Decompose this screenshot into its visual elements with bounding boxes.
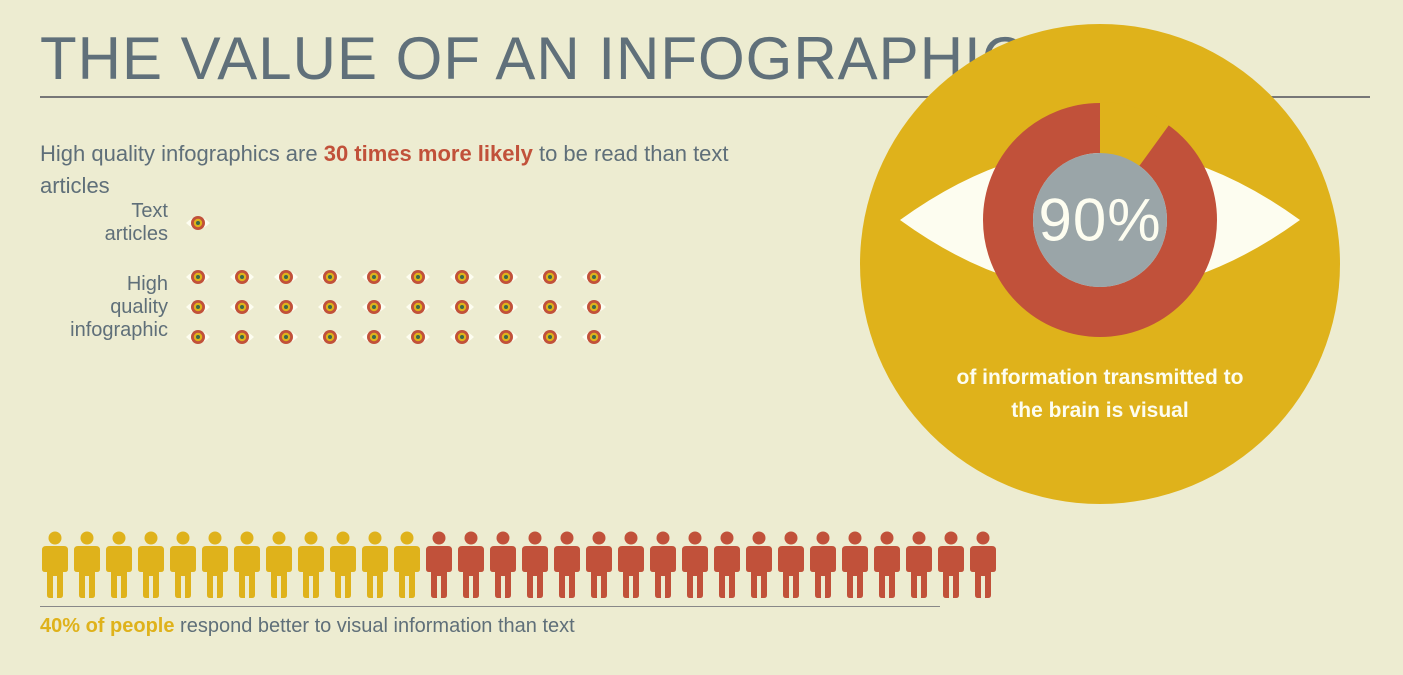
eye-icon	[538, 298, 562, 316]
page-title: THE VALUE OF AN INFOGRAPHIC	[40, 24, 1026, 93]
person-icon	[200, 530, 230, 600]
eye-grid	[186, 268, 636, 346]
person-icon	[744, 530, 774, 600]
eye-icon	[406, 298, 430, 316]
eye-icon	[230, 268, 254, 286]
person-icon	[936, 530, 966, 600]
subtitle-pre: High quality infographics are	[40, 141, 324, 166]
person-icon	[72, 530, 102, 600]
person-icon	[872, 530, 902, 600]
comparison-block: Textarticles Highqualityinfographic	[40, 200, 680, 368]
eye-icon	[362, 298, 386, 316]
person-icon	[616, 530, 646, 600]
eye-icon	[538, 328, 562, 346]
eye-icon	[318, 268, 342, 286]
person-icon	[328, 530, 358, 600]
people-row	[40, 530, 940, 600]
person-icon	[392, 530, 422, 600]
eye-icon	[274, 328, 298, 346]
person-icon	[840, 530, 870, 600]
big-caption-line1: of information transmitted to	[957, 366, 1244, 389]
person-icon	[808, 530, 838, 600]
eye-icon	[274, 268, 298, 286]
eye-icon	[494, 328, 518, 346]
eye-icon	[186, 214, 210, 232]
eye-icon	[450, 268, 474, 286]
person-icon	[264, 530, 294, 600]
eye-icon	[538, 268, 562, 286]
person-icon	[360, 530, 390, 600]
eye-icon	[318, 298, 342, 316]
person-icon	[680, 530, 710, 600]
person-icon	[904, 530, 934, 600]
comparison-label: Textarticles	[40, 200, 168, 246]
big-stat-circle: 90% of information transmitted to the br…	[860, 24, 1340, 504]
people-rule	[40, 606, 940, 607]
person-icon	[648, 530, 678, 600]
person-icon	[104, 530, 134, 600]
people-caption-emph: 40% of people	[40, 615, 174, 637]
people-caption: 40% of people respond better to visual i…	[40, 615, 940, 638]
people-caption-rest: respond better to visual information tha…	[174, 615, 574, 637]
eye-icon	[362, 268, 386, 286]
eye-icon	[494, 298, 518, 316]
eye-icon	[406, 268, 430, 286]
big-caption: of information transmitted to the brain …	[957, 362, 1244, 427]
person-icon	[968, 530, 998, 600]
eye-icon	[230, 328, 254, 346]
person-icon	[712, 530, 742, 600]
eye-icon	[274, 298, 298, 316]
person-icon	[552, 530, 582, 600]
big-eye-icon: 90%	[890, 90, 1310, 350]
big-caption-line2: the brain is visual	[1011, 399, 1188, 422]
subtitle: High quality infographics are 30 times m…	[40, 138, 740, 202]
eye-icon	[186, 298, 210, 316]
person-icon	[296, 530, 326, 600]
eye-icon	[450, 298, 474, 316]
eye-grid	[186, 214, 636, 232]
person-icon	[168, 530, 198, 600]
person-icon	[776, 530, 806, 600]
person-icon	[232, 530, 262, 600]
person-icon	[40, 530, 70, 600]
people-block: 40% of people respond better to visual i…	[40, 530, 940, 638]
eye-icon	[186, 328, 210, 346]
eye-icon	[230, 298, 254, 316]
person-icon	[456, 530, 486, 600]
comparison-row: Highqualityinfographic	[40, 268, 680, 346]
person-icon	[488, 530, 518, 600]
subtitle-emph: 30 times more likely	[324, 141, 533, 166]
person-icon	[424, 530, 454, 600]
comparison-row: Textarticles	[40, 200, 680, 246]
eye-icon	[582, 268, 606, 286]
person-icon	[520, 530, 550, 600]
eye-icon	[582, 298, 606, 316]
eye-icon	[582, 328, 606, 346]
eye-icon	[494, 268, 518, 286]
big-percent-label: 90%	[1038, 186, 1161, 255]
eye-icon	[318, 328, 342, 346]
comparison-label: Highqualityinfographic	[40, 273, 168, 342]
eye-icon	[406, 328, 430, 346]
eye-icon	[186, 268, 210, 286]
eye-icon	[450, 328, 474, 346]
person-icon	[136, 530, 166, 600]
person-icon	[584, 530, 614, 600]
eye-icon	[362, 328, 386, 346]
